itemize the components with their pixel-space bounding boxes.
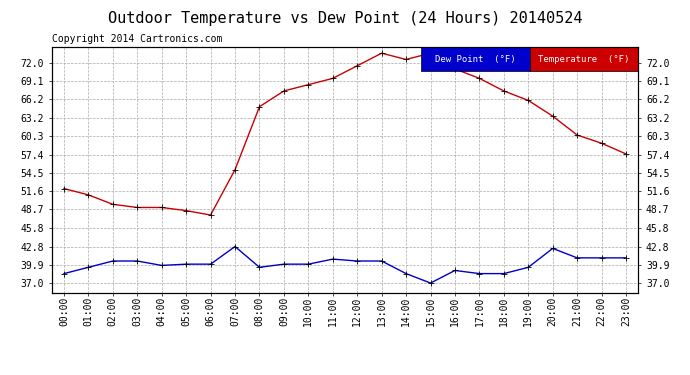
Text: Copyright 2014 Cartronics.com: Copyright 2014 Cartronics.com <box>52 34 222 44</box>
FancyBboxPatch shape <box>530 47 638 71</box>
FancyBboxPatch shape <box>421 47 530 71</box>
Text: Outdoor Temperature vs Dew Point (24 Hours) 20140524: Outdoor Temperature vs Dew Point (24 Hou… <box>108 11 582 26</box>
Text: Temperature  (°F): Temperature (°F) <box>538 55 630 64</box>
Text: Dew Point  (°F): Dew Point (°F) <box>435 55 516 64</box>
